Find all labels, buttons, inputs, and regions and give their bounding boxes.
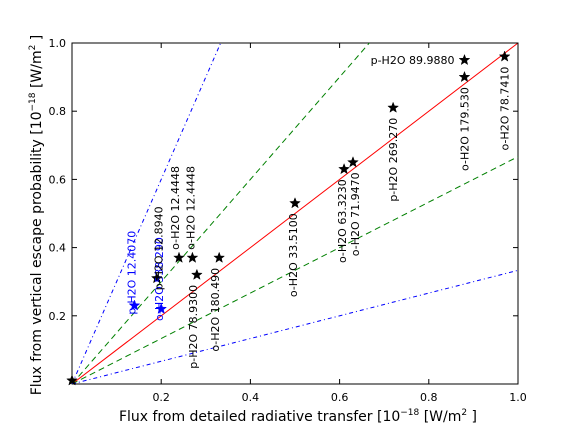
data-point-label: o-H2O 78.7410 — [499, 67, 512, 151]
data-point-label: o-H2O 33.5100 — [287, 213, 300, 297]
data-point — [348, 157, 359, 167]
data-point-label: p-H2O 89.9880 — [371, 54, 455, 67]
y-tick-label: 0.2 — [49, 310, 67, 323]
data-point-label: p-H2O 12.4070 — [125, 231, 138, 315]
data-point — [214, 252, 225, 262]
x-axis-label: Flux from detailed radiative transfer [1… — [119, 408, 477, 425]
data-point — [290, 198, 300, 208]
data-point-label: o-H2O 179.530 — [458, 87, 471, 171]
x-axis-label-exponent: −18 — [400, 408, 419, 418]
x-tick-label: 0.6 — [331, 391, 349, 404]
data-point-label: o-H2O 12.4448 — [184, 166, 197, 250]
x-tick-label: 1.0 — [509, 391, 527, 404]
y-tick-label: 0.4 — [49, 242, 67, 255]
y-axis-label-unit: [W/m — [29, 50, 45, 92]
data-point-label: p-H2O 269.270 — [387, 118, 400, 202]
x-tick-label: 0.4 — [242, 391, 260, 404]
y-axis-label-end: ] — [29, 35, 45, 45]
x-axis-label-text: Flux from detailed radiative transfer [1… — [119, 409, 400, 425]
data-point-label: p-H2O 78.9300 — [187, 285, 200, 369]
x-axis-label-end: ] — [467, 409, 477, 425]
data-point — [187, 252, 198, 262]
y-tick-label: 0.6 — [49, 173, 67, 186]
data-point-label: o-H2O 63.3230 — [336, 179, 349, 263]
x-tick-label: 0.2 — [152, 391, 170, 404]
y-tick-label: 0.8 — [49, 105, 67, 118]
data-point — [459, 72, 470, 82]
data-point-label: o-H2O 12.4448 — [169, 166, 182, 250]
data-point — [459, 55, 470, 65]
x-tick-label: 0.8 — [420, 391, 438, 404]
data-point-label: o-H2O 180.490 — [209, 268, 222, 352]
y-tick-label: 1.0 — [49, 37, 67, 50]
data-point — [388, 102, 399, 112]
data-point — [339, 164, 350, 174]
data-point — [192, 269, 203, 279]
data-point — [499, 51, 510, 61]
y-axis-label-exponent: −18 — [28, 92, 38, 111]
data-point-label: p-H2O 12.8940 — [153, 206, 166, 290]
data-point-label: o-H2O 71.9470 — [349, 172, 362, 256]
y-axis-label-text: Flux from vertical escape probability [1… — [29, 111, 45, 395]
x-axis-label-unit: [W/m — [419, 409, 461, 425]
y-axis-label: Flux from vertical escape probability [1… — [28, 35, 45, 396]
